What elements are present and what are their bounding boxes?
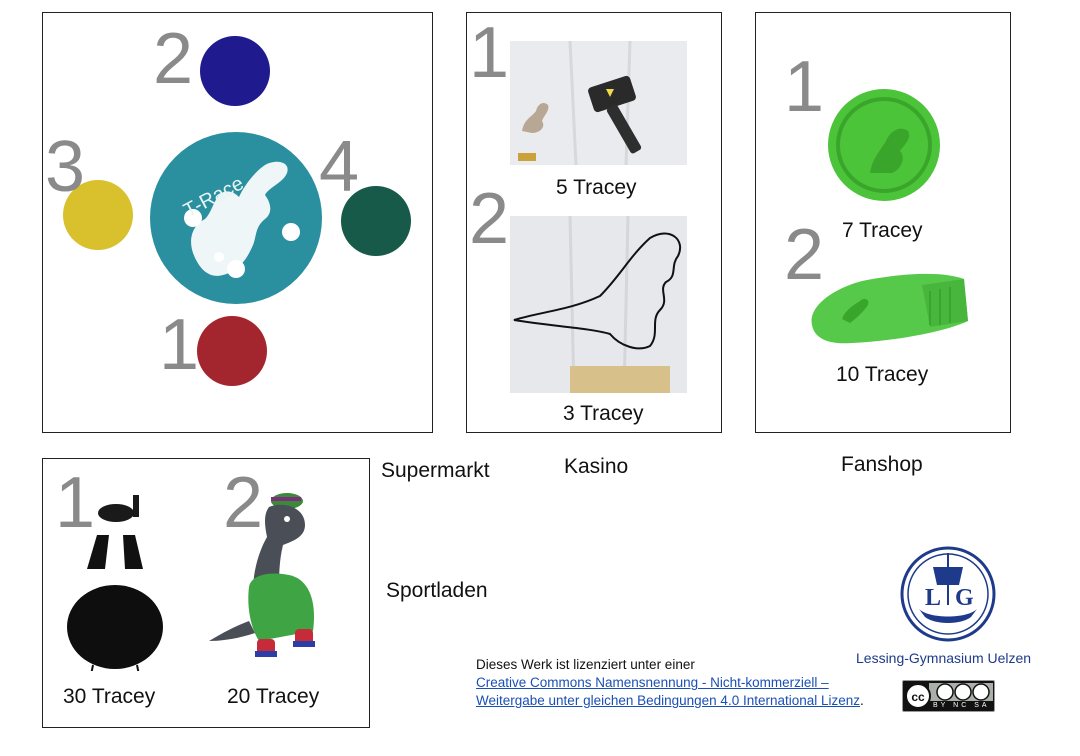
license-notice: Dieses Werk ist lizenziert unter einer C… xyxy=(476,656,864,710)
item-2-price: 10 Tracey xyxy=(836,363,929,386)
item-2-price: 3 Tracey xyxy=(563,402,644,425)
item-2-fan-whistle xyxy=(811,273,968,344)
item-4-green-dot xyxy=(341,186,411,256)
item-number: 1 xyxy=(55,463,96,543)
coin-dot xyxy=(227,260,245,278)
item-number: 2 xyxy=(223,463,264,543)
item-3-yellow-dot xyxy=(63,180,133,250)
kasino-panel: 1 5 Tracey 2 3 Tracey xyxy=(466,12,722,433)
item-1-price: 30 Tracey xyxy=(63,685,156,708)
supermarkt-illustration: T-Race xyxy=(63,36,411,386)
coin-dot xyxy=(184,209,202,227)
item-1-price: 7 Tracey xyxy=(842,219,923,242)
item-1-swim-gear xyxy=(67,495,163,671)
school-logo: L G xyxy=(900,546,996,642)
svg-text:G: G xyxy=(955,585,974,611)
svg-text:cc: cc xyxy=(911,690,925,704)
license-intro: Dieses Werk ist lizenziert unter einer xyxy=(476,657,695,672)
sa-icon xyxy=(972,683,990,701)
supermarkt-panel: T-Race 2 3 4 1 xyxy=(42,12,433,433)
cc-license-badge[interactable]: cc BY NC SA xyxy=(902,680,995,712)
sportladen-panel: 1 30 Tracey 2 20 Tracey xyxy=(42,458,370,728)
item-1-price: 5 Tracey xyxy=(556,176,637,199)
license-link-line-2[interactable]: Weitergabe unter gleichen Bedingungen 4.… xyxy=(476,693,861,708)
dino-silhouette xyxy=(191,161,288,276)
item-1-red-dot xyxy=(197,316,267,386)
item-number: 4 xyxy=(319,127,360,207)
item-number: 3 xyxy=(45,127,86,207)
by-icon xyxy=(936,683,954,701)
item-1-photo xyxy=(510,41,687,165)
item-number: 2 xyxy=(784,215,825,295)
coin-dot xyxy=(282,223,300,241)
svg-text:L: L xyxy=(925,585,941,611)
label-sportladen: Sportladen xyxy=(386,579,488,602)
nc-icon xyxy=(954,683,972,701)
fanshop-panel: 1 7 Tracey 2 10 Tracey xyxy=(755,12,1011,433)
school-name: Lessing-Gymnasium Uelzen xyxy=(856,650,1032,666)
coin-dot xyxy=(214,252,224,262)
license-suffix: . xyxy=(860,693,864,708)
item-number: 1 xyxy=(159,305,200,385)
item-2-blue-dot xyxy=(200,36,270,106)
label-fanshop: Fanshop xyxy=(841,453,923,476)
item-1-fan-coin xyxy=(828,89,940,201)
label-kasino: Kasino xyxy=(564,455,629,478)
cc-badge-text: BY NC SA xyxy=(933,702,990,709)
item-2-photo xyxy=(510,216,687,393)
license-link-line-1[interactable]: Creative Commons Namensnennung - Nicht-k… xyxy=(476,675,829,690)
item-number: 1 xyxy=(784,47,825,127)
item-2-dino-outfit xyxy=(209,493,315,657)
cc-icon xyxy=(905,683,931,709)
item-number: 2 xyxy=(469,179,510,259)
item-number: 1 xyxy=(469,13,510,93)
item-number: 2 xyxy=(153,19,194,99)
item-2-price: 20 Tracey xyxy=(227,685,320,708)
label-supermarkt: Supermarkt xyxy=(381,459,490,482)
